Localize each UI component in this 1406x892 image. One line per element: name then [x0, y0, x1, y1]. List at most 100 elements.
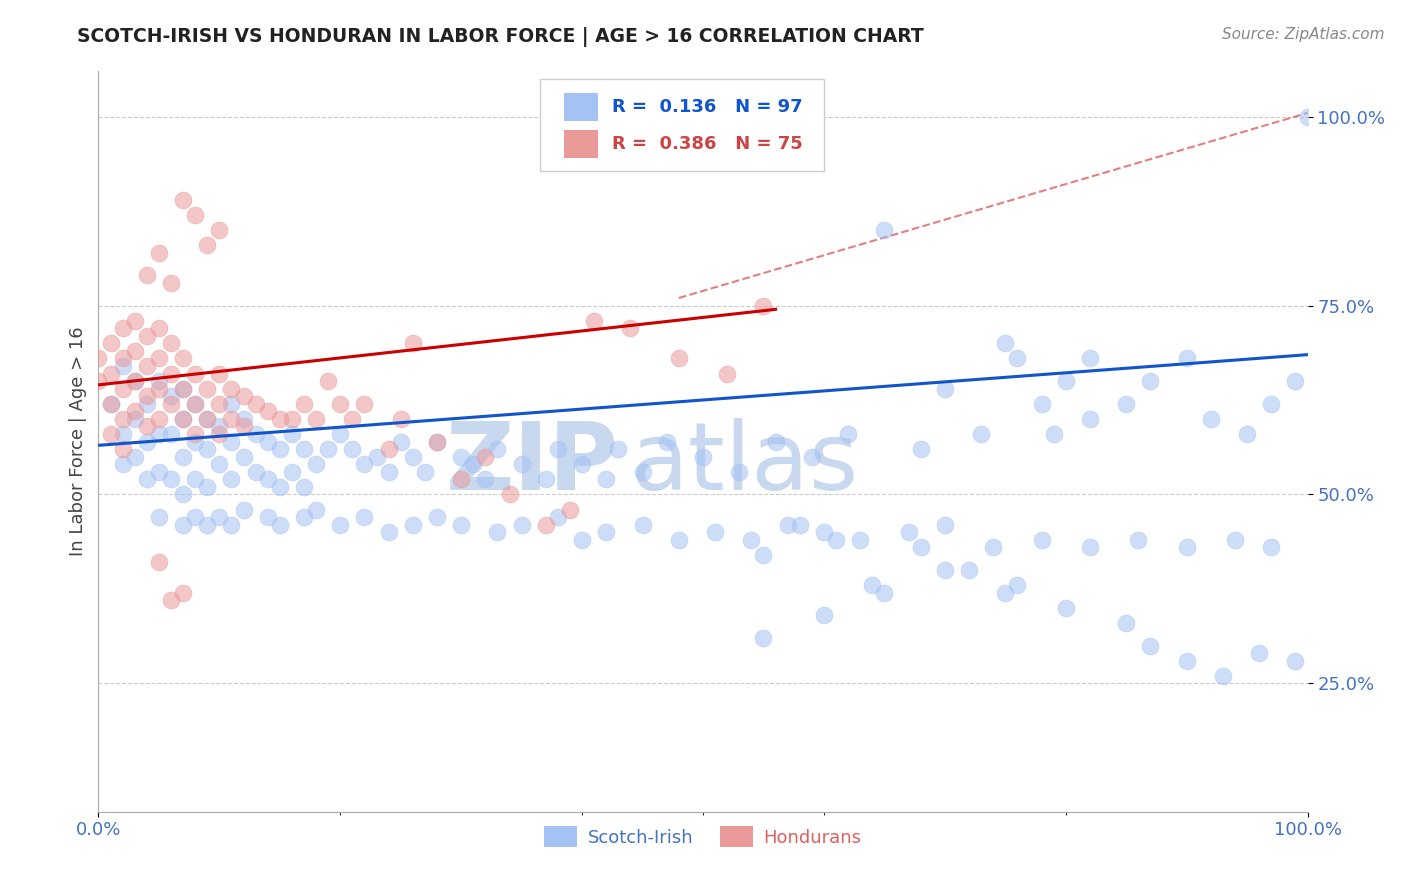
- Point: [208, 427, 231, 442]
- Point: [124, 450, 146, 464]
- Point: [1007, 351, 1029, 366]
- Point: [353, 397, 375, 411]
- Point: [377, 525, 399, 540]
- Point: [583, 313, 606, 327]
- Point: [160, 336, 183, 351]
- Point: [195, 382, 218, 396]
- Point: [281, 427, 304, 442]
- Point: [558, 502, 581, 516]
- Point: [389, 412, 412, 426]
- Point: [752, 548, 775, 562]
- Point: [305, 502, 328, 516]
- Point: [172, 382, 194, 396]
- Point: [619, 321, 641, 335]
- Point: [450, 450, 472, 464]
- Point: [849, 533, 872, 547]
- Point: [1284, 654, 1306, 668]
- Point: [111, 321, 134, 335]
- Point: [873, 223, 896, 237]
- Point: [547, 510, 569, 524]
- Point: [172, 382, 194, 396]
- Point: [366, 450, 388, 464]
- Point: [124, 374, 146, 388]
- FancyBboxPatch shape: [540, 78, 824, 171]
- Point: [463, 457, 485, 471]
- Point: [111, 412, 134, 426]
- Point: [934, 563, 956, 577]
- Point: [1284, 374, 1306, 388]
- Point: [195, 480, 218, 494]
- Text: Source: ZipAtlas.com: Source: ZipAtlas.com: [1222, 27, 1385, 42]
- Point: [160, 367, 183, 381]
- Point: [172, 193, 194, 207]
- Point: [305, 457, 328, 471]
- Point: [111, 457, 134, 471]
- Point: [195, 412, 218, 426]
- Point: [704, 525, 727, 540]
- Point: [232, 419, 254, 434]
- Point: [1054, 374, 1077, 388]
- Point: [316, 442, 339, 456]
- Point: [184, 397, 207, 411]
- Point: [655, 434, 678, 449]
- Point: [426, 510, 449, 524]
- Point: [135, 359, 157, 373]
- Point: [172, 412, 194, 426]
- Point: [135, 389, 157, 403]
- Point: [232, 389, 254, 403]
- Point: [377, 442, 399, 456]
- Point: [232, 502, 254, 516]
- Point: [87, 374, 110, 388]
- Point: [148, 245, 170, 260]
- Point: [135, 328, 157, 343]
- Point: [184, 397, 207, 411]
- Point: [1249, 646, 1271, 660]
- Point: [292, 442, 315, 456]
- Point: [486, 442, 509, 456]
- Point: [111, 427, 134, 442]
- Point: [148, 556, 170, 570]
- Point: [426, 434, 449, 449]
- Point: [426, 434, 449, 449]
- Point: [148, 412, 170, 426]
- Point: [547, 442, 569, 456]
- Point: [353, 457, 375, 471]
- Point: [111, 351, 134, 366]
- Point: [813, 525, 835, 540]
- Point: [135, 397, 157, 411]
- Point: [269, 442, 291, 456]
- Point: [269, 480, 291, 494]
- Point: [510, 517, 533, 532]
- Point: [221, 517, 243, 532]
- Point: [402, 517, 425, 532]
- Point: [329, 517, 352, 532]
- Point: [245, 427, 267, 442]
- Y-axis label: In Labor Force | Age > 16: In Labor Force | Age > 16: [69, 326, 87, 557]
- Point: [994, 585, 1017, 599]
- Point: [668, 351, 690, 366]
- Point: [353, 510, 375, 524]
- Point: [184, 427, 207, 442]
- Point: [135, 419, 157, 434]
- Point: [1115, 397, 1137, 411]
- Point: [1128, 533, 1150, 547]
- Point: [1031, 533, 1053, 547]
- Point: [837, 427, 859, 442]
- Point: [184, 208, 207, 222]
- Text: ZIP: ZIP: [446, 417, 619, 509]
- Point: [135, 434, 157, 449]
- Point: [510, 457, 533, 471]
- Point: [281, 412, 304, 426]
- Point: [970, 427, 993, 442]
- Point: [148, 374, 170, 388]
- Point: [208, 223, 231, 237]
- Point: [1139, 639, 1161, 653]
- Point: [631, 517, 654, 532]
- Point: [184, 367, 207, 381]
- Point: [994, 336, 1017, 351]
- Point: [160, 397, 183, 411]
- Point: [571, 533, 593, 547]
- Text: R =  0.386   N = 75: R = 0.386 N = 75: [613, 135, 803, 153]
- Point: [765, 434, 787, 449]
- Point: [100, 336, 122, 351]
